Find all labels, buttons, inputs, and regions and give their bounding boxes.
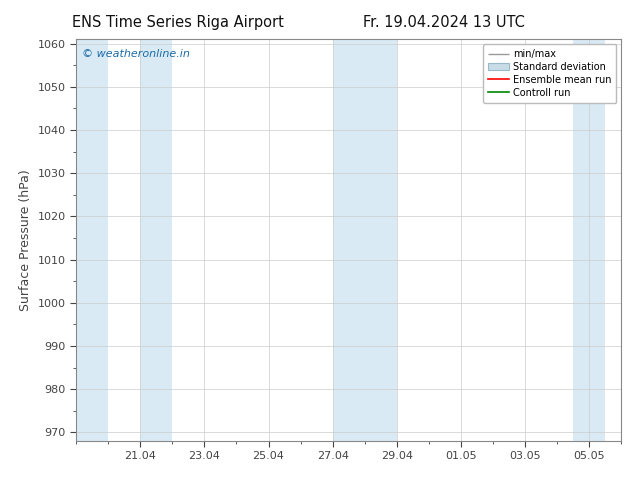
Text: Fr. 19.04.2024 13 UTC: Fr. 19.04.2024 13 UTC: [363, 15, 525, 30]
Text: © weatheronline.in: © weatheronline.in: [82, 49, 190, 59]
Bar: [76, 39, 108, 441]
Bar: [573, 39, 605, 441]
Bar: [333, 39, 397, 441]
Y-axis label: Surface Pressure (hPa): Surface Pressure (hPa): [19, 169, 32, 311]
Bar: [140, 39, 172, 441]
Text: ENS Time Series Riga Airport: ENS Time Series Riga Airport: [72, 15, 283, 30]
Legend: min/max, Standard deviation, Ensemble mean run, Controll run: min/max, Standard deviation, Ensemble me…: [483, 44, 616, 102]
